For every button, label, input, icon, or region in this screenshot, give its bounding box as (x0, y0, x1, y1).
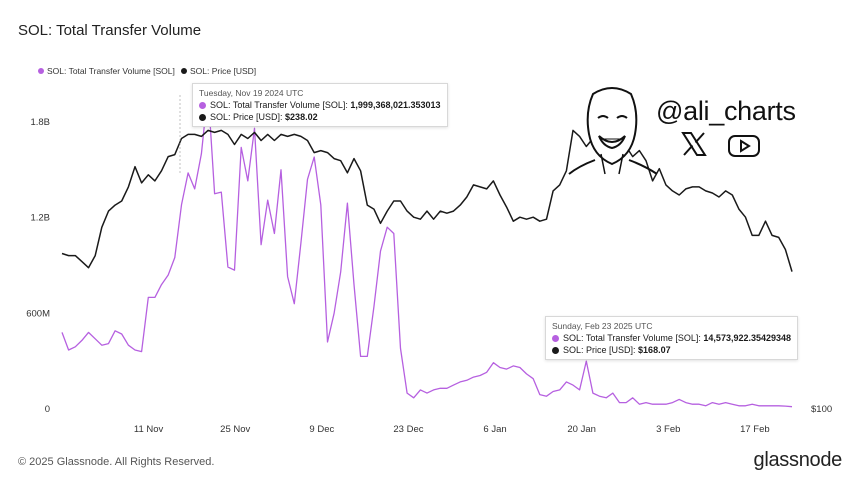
tooltip-volume-row: SOL: Total Transfer Volume [SOL]: 14,573… (552, 332, 791, 344)
x-axis: 11 Nov 25 Nov 9 Dec 23 Dec 6 Jan 20 Jan 3 Feb 1… (134, 424, 770, 435)
x-tick-label: 23 Dec (393, 424, 423, 435)
tooltip-price-label: SOL: Price [USD]: (563, 345, 636, 355)
price-dot-icon (199, 113, 206, 121)
cartoon-face-icon (568, 87, 658, 175)
price-dot-icon (552, 346, 559, 354)
footer-copyright: © 2025 Glassnode. All Rights Reserved. (18, 456, 215, 468)
tooltip-price-row: SOL: Price [USD]: $168.07 (552, 344, 791, 356)
x-tick-label: 11 Nov (134, 424, 164, 435)
legend-swatch-price (181, 68, 187, 74)
y-right-tick-label: $100 (811, 404, 832, 415)
y-left-tick-label: 600M (26, 308, 50, 319)
tooltip-price-value: $168.07 (638, 345, 671, 355)
volume-dot-icon (552, 334, 559, 342)
page-title: SOL: Total Transfer Volume (18, 22, 202, 39)
x-logo-icon[interactable] (680, 130, 708, 158)
legend-label-volume[interactable]: SOL: Total Transfer Volume [SOL] (47, 66, 175, 76)
series-line-price[interactable] (61, 129, 793, 272)
tooltip-feb-23: Sunday, Feb 23 2025 UTC SOL: Total Trans… (545, 316, 799, 360)
y-axis-right: $100 (811, 404, 832, 415)
x-tick-label: 20 Jan (567, 424, 596, 435)
tooltip-volume-label: SOL: Total Transfer Volume [SOL]: (210, 100, 348, 110)
y-left-tick-label: 1.2B (30, 213, 50, 224)
youtube-icon[interactable] (727, 134, 761, 158)
tooltip-volume-value: 1,999,368,021.353013 (350, 100, 441, 110)
tooltip-volume-row: SOL: Total Transfer Volume [SOL]: 1,999,… (199, 99, 441, 111)
x-tick-label: 25 Nov (220, 424, 250, 435)
volume-dot-icon (199, 101, 206, 109)
watermark-handle: @ali_charts (656, 96, 796, 126)
tooltip-price-row: SOL: Price [USD]: $238.02 (199, 111, 441, 123)
tooltip-date: Tuesday, Nov 19 2024 UTC (199, 88, 304, 98)
series-line-volume[interactable] (61, 89, 793, 408)
tooltip-price-value: $238.02 (285, 112, 318, 122)
tooltip-price-label: SOL: Price [USD]: (210, 112, 283, 122)
tooltip-date: Sunday, Feb 23 2025 UTC (552, 321, 653, 331)
x-tick-label: 3 Feb (656, 424, 680, 435)
footer-brand-logo[interactable]: glassnode (753, 449, 843, 471)
tooltip-nov-19: Tuesday, Nov 19 2024 UTC SOL: Total Tran… (192, 83, 448, 127)
legend-label-price[interactable]: SOL: Price [USD] (190, 66, 256, 76)
x-tick-label: 17 Feb (740, 424, 770, 435)
y-left-tick-label: 0 (45, 404, 50, 415)
x-tick-label: 6 Jan (483, 424, 506, 435)
y-axis-left: 0 600M 1.2B 1.8B (26, 117, 50, 415)
x-tick-label: 9 Dec (309, 424, 334, 435)
tooltip-volume-label: SOL: Total Transfer Volume [SOL]: (563, 333, 701, 343)
tooltip-volume-value: 14,573,922.35429348 (703, 333, 792, 343)
y-left-tick-label: 1.8B (30, 117, 50, 128)
legend: SOL: Total Transfer Volume [SOL] SOL: Pr… (38, 66, 256, 76)
series-group[interactable] (61, 89, 793, 408)
legend-swatch-volume (38, 68, 44, 74)
